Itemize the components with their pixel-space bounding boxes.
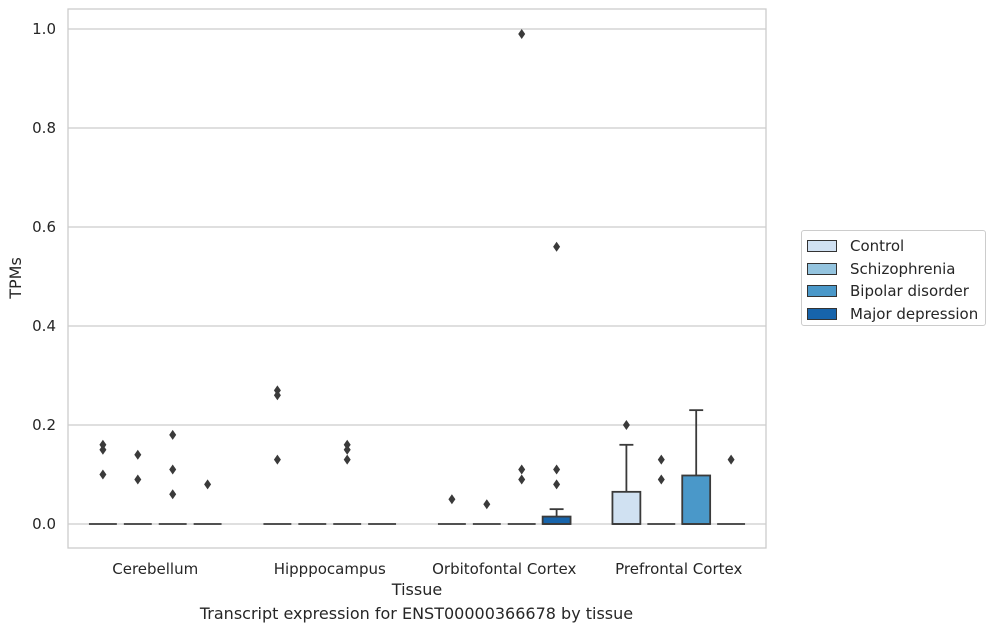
y-tick-label: 0.4 — [32, 317, 56, 335]
box-schizophrenia — [647, 454, 676, 525]
outlier-point — [343, 454, 351, 465]
box-schizophrenia — [123, 449, 152, 525]
legend-swatch — [807, 240, 837, 253]
legend-label: Major depression — [850, 304, 979, 323]
outlier-point — [727, 454, 735, 465]
outlier-point — [169, 429, 177, 440]
legend-label: Control — [850, 237, 905, 256]
legend: Control Schizophrenia Bipolar disorder Majo… — [801, 230, 986, 326]
outlier-point — [169, 464, 177, 475]
box-control — [611, 420, 642, 525]
box-schizophrenia — [472, 499, 501, 525]
outlier-point — [169, 489, 177, 500]
x-tick-labels: Cerebellum Hipppocampus Orbitofontal Corte… — [112, 560, 742, 578]
outlier-point — [204, 479, 212, 490]
y-tick-label: 1.0 — [32, 20, 56, 38]
outlier-point — [553, 464, 561, 475]
boxes-layer — [88, 28, 746, 525]
legend-swatch — [807, 285, 837, 298]
outlier-point — [134, 474, 142, 485]
outlier-point — [99, 469, 107, 480]
x-tick-label: Orbitofontal Cortex — [432, 560, 576, 578]
legend-swatch — [807, 262, 837, 275]
box-bipolar-disorder — [507, 28, 536, 525]
outlier-point — [99, 444, 107, 455]
chart-caption: Transcript expression for ENST0000036667… — [199, 604, 634, 623]
x-axis-label: Tissue — [391, 580, 442, 599]
box-bipolar-disorder — [333, 439, 362, 525]
outlier-point — [273, 454, 281, 465]
box-major-depression — [717, 454, 746, 525]
legend-swatch — [807, 307, 837, 320]
box-control — [263, 385, 292, 525]
y-tick-labels: 0.0 0.2 0.4 0.6 0.8 1.0 — [32, 20, 56, 533]
legend-item: Control — [807, 235, 985, 258]
y-tick-label: 0.6 — [32, 218, 56, 236]
y-axis-label: TPMs — [6, 257, 25, 300]
outlier-point — [622, 420, 630, 430]
y-tick-label: 0.2 — [32, 416, 56, 434]
x-tick-label: Hipppocampus — [274, 560, 386, 578]
box-bipolar-disorder — [158, 429, 187, 525]
outlier-point — [518, 474, 526, 485]
outlier-point — [448, 494, 456, 505]
y-tick-label: 0.0 — [32, 515, 56, 533]
x-tick-label: Prefrontal Cortex — [615, 560, 742, 578]
outlier-point — [134, 449, 142, 460]
outlier-point — [518, 464, 526, 475]
legend-label: Schizophrenia — [850, 259, 956, 278]
outlier-point — [518, 28, 526, 39]
grid-lines — [68, 28, 766, 525]
outlier-point — [657, 454, 665, 465]
box-major-depression — [541, 241, 572, 525]
box-control — [88, 439, 117, 525]
box — [541, 515, 572, 525]
outlier-point — [553, 479, 561, 490]
box-bipolar-disorder — [681, 409, 712, 525]
outlier-point — [657, 474, 665, 485]
box-control — [437, 494, 466, 525]
x-tick-label: Cerebellum — [112, 560, 198, 578]
box-major-depression — [193, 479, 222, 525]
box — [611, 490, 642, 525]
outlier-point — [483, 499, 491, 510]
legend-item: Major depression — [807, 303, 985, 326]
outlier-point — [343, 444, 351, 455]
box — [681, 474, 712, 525]
legend-item: Bipolar disorder — [807, 280, 985, 303]
plot-area-frame — [67, 8, 767, 549]
legend-label: Bipolar disorder — [850, 282, 969, 301]
y-tick-label: 0.8 — [32, 119, 56, 137]
legend-item: Schizophrenia — [807, 258, 985, 281]
outlier-point — [553, 241, 561, 252]
outlier-point — [273, 390, 281, 401]
